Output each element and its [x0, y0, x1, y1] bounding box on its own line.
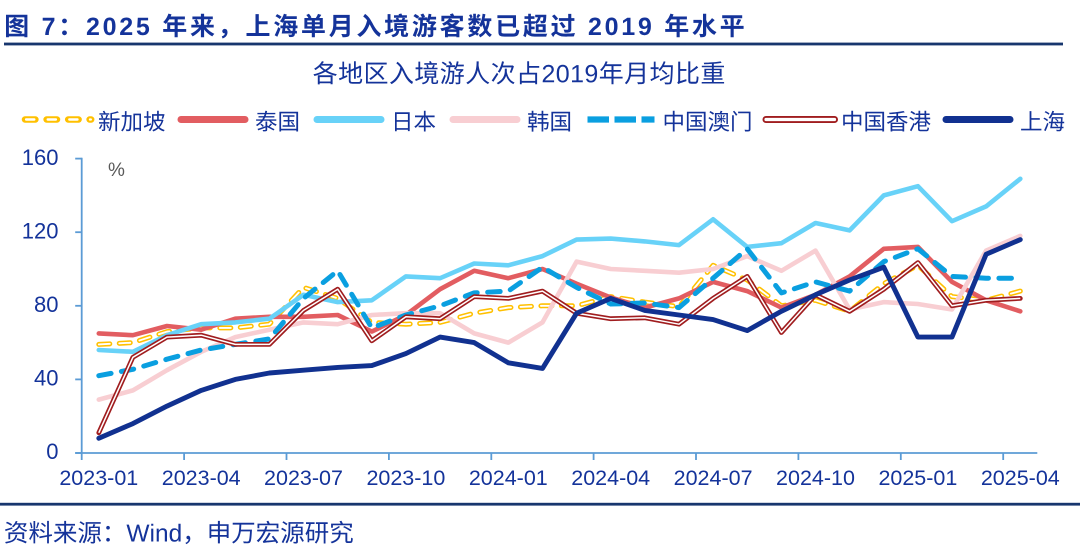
svg-text:2023-01: 2023-01 — [59, 466, 138, 490]
svg-text:2024-10: 2024-10 — [776, 466, 855, 490]
svg-text:40: 40 — [34, 366, 58, 391]
svg-text:120: 120 — [22, 218, 59, 243]
svg-text:160: 160 — [22, 145, 59, 170]
svg-text:%: % — [108, 160, 125, 181]
svg-text:2023-04: 2023-04 — [162, 466, 241, 490]
svg-text:2024-01: 2024-01 — [469, 466, 548, 490]
svg-text:0: 0 — [46, 439, 58, 464]
svg-text:2025-01: 2025-01 — [878, 466, 957, 490]
svg-text:2023-10: 2023-10 — [366, 466, 445, 490]
svg-text:2024-04: 2024-04 — [571, 466, 650, 490]
svg-text:2024-07: 2024-07 — [674, 466, 753, 490]
svg-text:80: 80 — [34, 292, 58, 317]
svg-text:2023-07: 2023-07 — [264, 466, 343, 490]
svg-text:2025-04: 2025-04 — [981, 466, 1060, 490]
